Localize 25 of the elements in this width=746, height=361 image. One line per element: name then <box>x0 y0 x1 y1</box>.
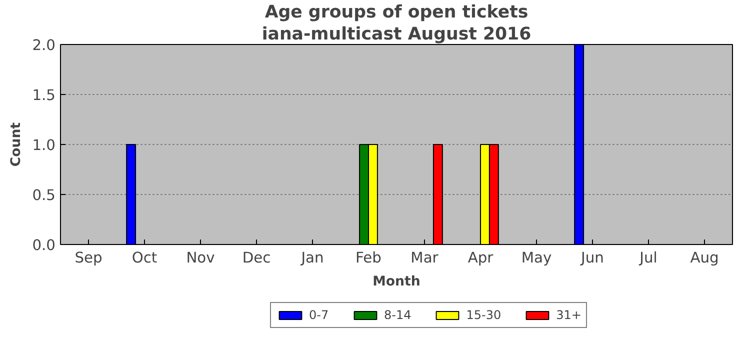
y-tick-label: 0.0 <box>32 237 56 254</box>
x-tick-label: Jul <box>638 250 658 266</box>
legend-label: 15-30 <box>466 308 502 322</box>
x-tick-label: Aug <box>690 250 719 266</box>
y-tick-label: 2.0 <box>32 37 56 54</box>
x-tick-label: May <box>521 250 552 266</box>
y-tick-label: 0.5 <box>32 187 56 204</box>
x-axis-title: Month <box>372 274 420 290</box>
x-tick-label: Mar <box>410 250 440 266</box>
x-tick-label: Jan <box>300 250 324 266</box>
legend-label: 0-7 <box>309 308 329 322</box>
y-axis-title: Count <box>9 122 24 167</box>
x-tick-label: Oct <box>132 250 158 266</box>
x-tick-label: Dec <box>242 250 271 266</box>
x-tick-label: Apr <box>468 250 494 266</box>
legend-label: 31+ <box>556 308 582 322</box>
x-tick-label: Jun <box>580 250 604 266</box>
x-tick-label: Nov <box>186 250 216 266</box>
y-tick-label: 1.0 <box>32 137 56 154</box>
x-tick-label: Feb <box>356 250 382 266</box>
chart-subtitle: iana-multicast August 2016 <box>262 24 532 44</box>
chart-title: Age groups of open tickets <box>264 2 528 22</box>
y-tick-label: 1.5 <box>32 87 56 104</box>
x-tick-label: Sep <box>74 250 102 266</box>
legend-label: 8-14 <box>384 308 412 322</box>
